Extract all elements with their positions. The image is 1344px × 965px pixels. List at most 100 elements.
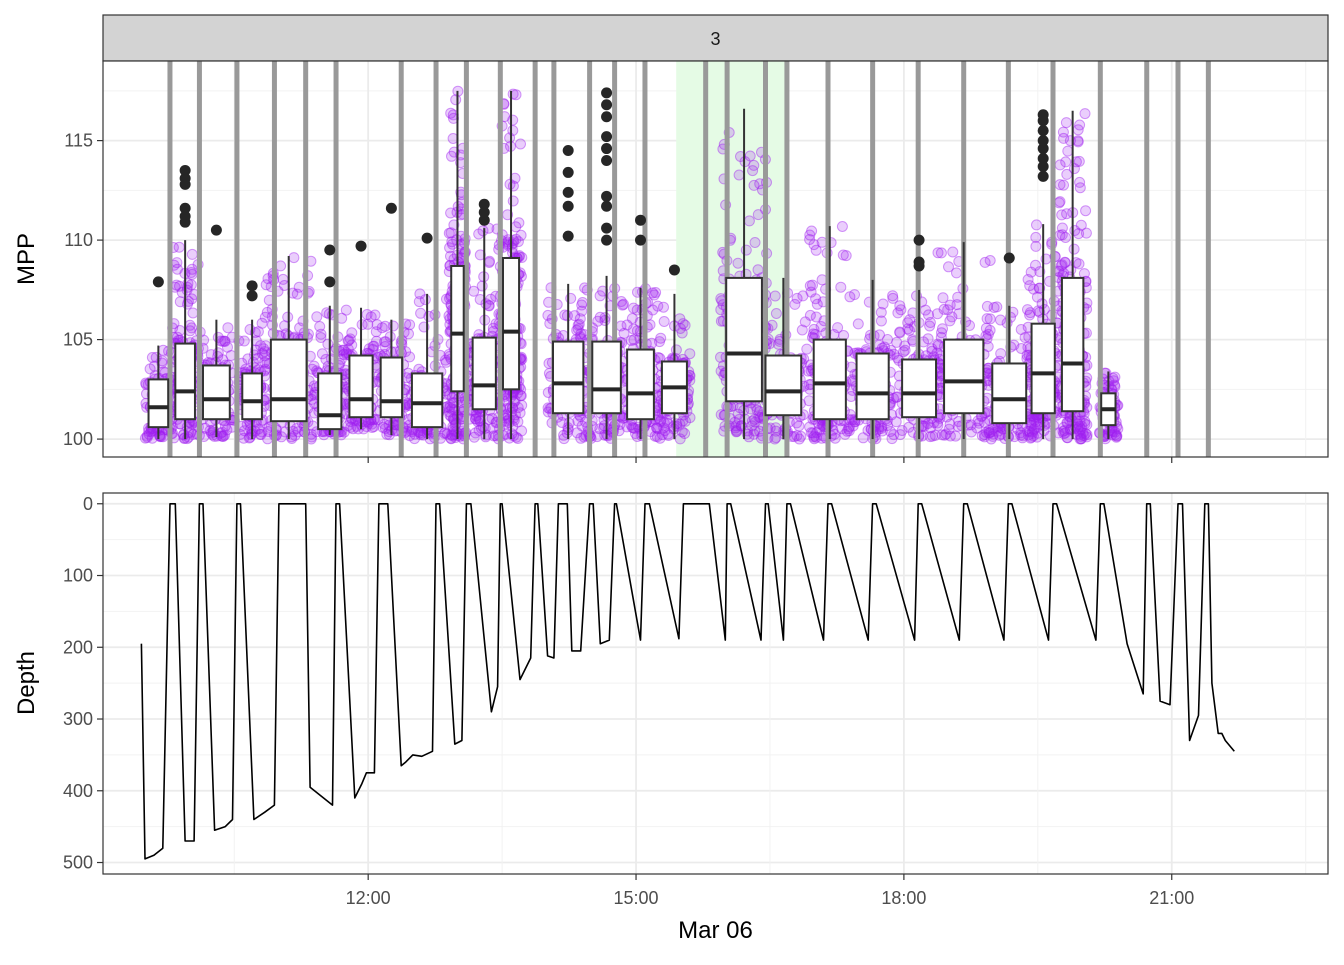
- mpp-box: [317, 372, 343, 431]
- mpp-outlier-point: [1037, 109, 1049, 121]
- mpp-y-tick-label: 100: [63, 429, 93, 449]
- mpp-data-point: [342, 420, 354, 432]
- mpp-data-point: [927, 430, 938, 442]
- mpp-data-point: [515, 390, 527, 402]
- facet-strip: 3: [102, 14, 1329, 62]
- mpp-data-point: [832, 322, 844, 334]
- mpp-data-point: [314, 321, 326, 332]
- mpp-outlier-point: [246, 280, 258, 292]
- mpp-data-point: [415, 429, 427, 441]
- mpp-data-point: [445, 227, 457, 239]
- mpp-outlier-point: [601, 154, 613, 166]
- mpp-data-point: [346, 327, 358, 339]
- depth-x-tick-label: 15:00: [614, 888, 659, 908]
- mpp-data-point: [1079, 108, 1091, 120]
- mpp-data-point: [879, 341, 890, 353]
- mpp-data-point: [592, 315, 604, 327]
- mpp-data-point: [1025, 266, 1037, 278]
- mpp-data-point: [575, 432, 587, 444]
- facet-strip-background: [102, 14, 1329, 62]
- mpp-data-point: [749, 237, 761, 248]
- mpp-data-point: [571, 427, 583, 439]
- mpp-data-point: [563, 417, 575, 429]
- mpp-data-point: [484, 255, 495, 267]
- mpp-data-point: [187, 307, 199, 319]
- mpp-data-point: [621, 319, 633, 331]
- mpp-data-point: [344, 333, 356, 345]
- mpp-y-axis-title: MPP: [13, 233, 40, 285]
- mpp-data-point: [803, 395, 815, 407]
- mpp-outlier-point: [562, 186, 574, 198]
- mpp-data-point: [744, 150, 756, 162]
- mpp-data-point: [887, 290, 899, 302]
- mpp-data-point: [181, 281, 193, 293]
- mpp-data-point: [896, 425, 908, 436]
- mpp-data-point: [254, 428, 266, 440]
- mpp-data-point: [840, 250, 852, 262]
- mpp-data-point: [156, 357, 168, 369]
- mpp-data-point: [291, 288, 303, 300]
- mpp-data-point: [1056, 222, 1068, 234]
- mpp-data-point: [1030, 231, 1042, 243]
- mpp-data-point: [715, 304, 727, 316]
- mpp-box: [174, 342, 196, 421]
- mpp-data-point: [743, 431, 755, 443]
- mpp-data-point: [185, 267, 197, 278]
- mpp-outlier-point: [1037, 135, 1049, 147]
- mpp-box: [410, 372, 444, 429]
- mpp-data-point: [244, 324, 256, 335]
- mpp-data-point: [441, 428, 453, 440]
- mpp-data-point: [1060, 156, 1072, 168]
- mpp-outlier-point: [246, 290, 258, 302]
- mpp-data-point: [513, 217, 525, 229]
- mpp-box: [147, 378, 170, 429]
- depth-y-tick-label: 0: [83, 494, 93, 514]
- mpp-data-point: [219, 335, 231, 347]
- mpp-data-point: [143, 428, 155, 440]
- mpp-outlier-point: [601, 111, 613, 123]
- mpp-data-point: [378, 418, 390, 430]
- mpp-data-point: [443, 406, 455, 418]
- mpp-data-point: [345, 421, 357, 433]
- mpp-y-tick-label: 115: [64, 131, 93, 151]
- mpp-data-point: [217, 430, 228, 442]
- mpp-outlier-point: [562, 200, 574, 212]
- mpp-data-point: [809, 430, 820, 442]
- mpp-data-point: [387, 320, 399, 332]
- mpp-data-point: [259, 346, 271, 358]
- mpp-data-point: [413, 296, 425, 308]
- mpp-data-point: [239, 425, 250, 437]
- mpp-data-point: [445, 433, 457, 445]
- mpp-data-point: [377, 421, 389, 433]
- mpp-data-point: [740, 244, 752, 256]
- mpp-data-point: [510, 221, 522, 233]
- mpp-data-point: [212, 331, 224, 343]
- mpp-outlier-point: [562, 230, 574, 242]
- mpp-data-point: [1080, 205, 1092, 217]
- mpp-box: [591, 340, 622, 415]
- depth-y-tick-label: 300: [63, 709, 93, 729]
- mpp-outlier-point: [478, 198, 490, 210]
- mpp-data-point: [852, 318, 864, 330]
- mpp-data-point: [141, 432, 153, 443]
- mpp-data-point: [507, 195, 519, 207]
- mpp-data-point: [575, 328, 587, 340]
- mpp-data-point: [356, 319, 368, 331]
- mpp-data-point: [1053, 197, 1065, 209]
- mpp-data-point: [747, 165, 759, 177]
- mpp-data-point: [342, 335, 354, 347]
- mpp-data-point: [470, 413, 482, 425]
- mpp-data-point: [514, 407, 526, 419]
- mpp-data-point: [515, 138, 526, 150]
- mpp-data-point: [156, 355, 168, 367]
- mpp-data-point: [256, 317, 268, 329]
- mpp-data-point: [320, 353, 332, 365]
- mpp-data-point: [315, 328, 327, 340]
- mpp-outlier-point: [1037, 125, 1049, 137]
- mpp-data-point: [468, 285, 480, 297]
- mpp-data-point: [141, 430, 153, 442]
- mpp-data-point: [849, 289, 860, 301]
- mpp-box: [202, 364, 231, 421]
- depth-y-axis-title: Depth: [13, 651, 40, 715]
